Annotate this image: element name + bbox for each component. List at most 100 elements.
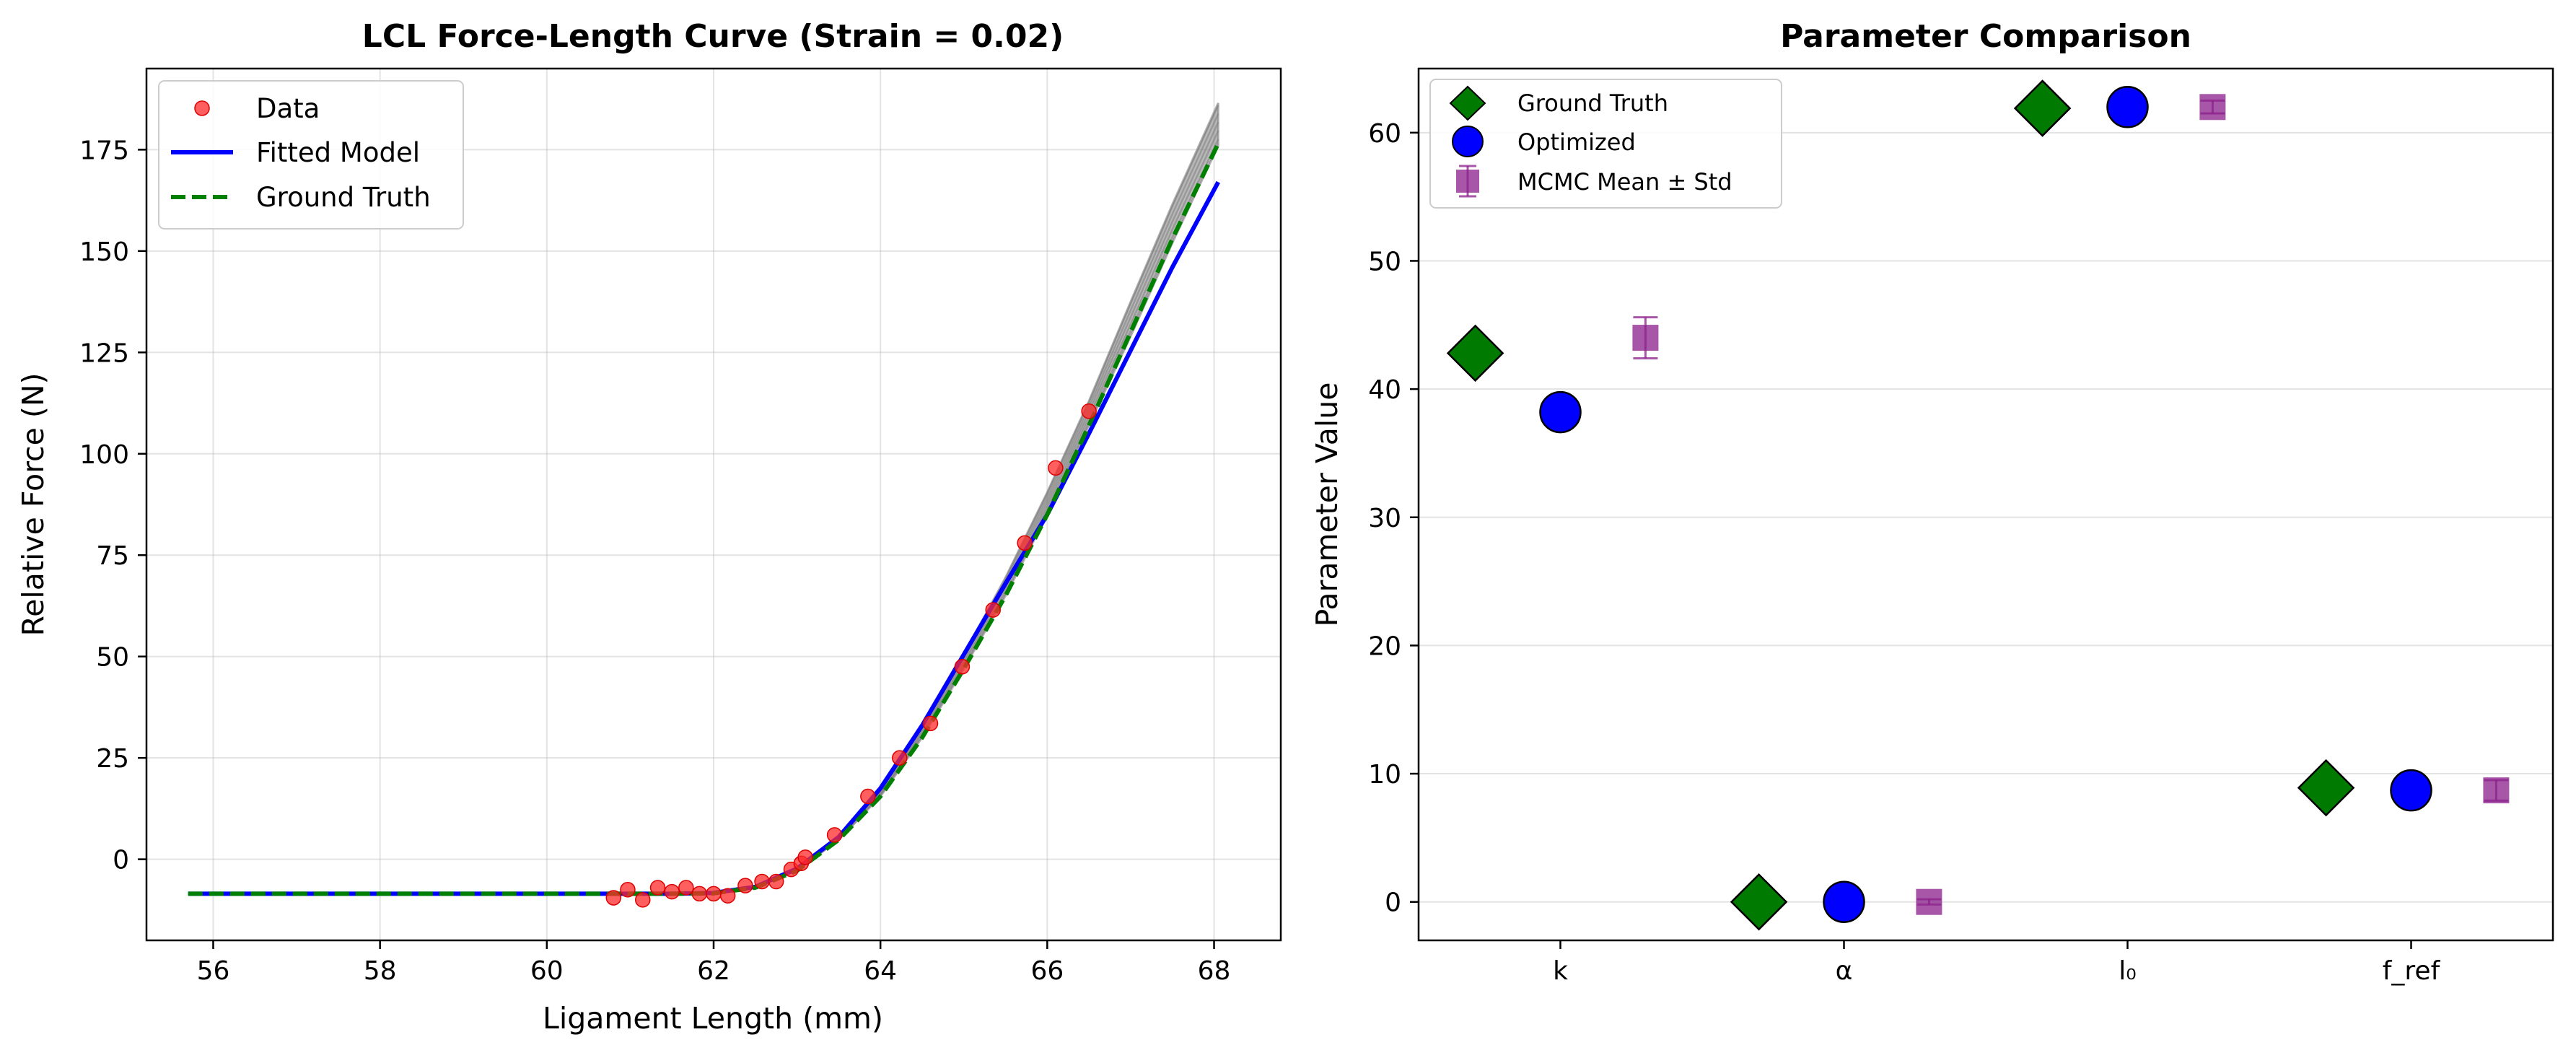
data-point xyxy=(635,892,651,908)
left-chart-title: LCL Force-Length Curve (Strain = 0.02) xyxy=(362,18,1064,55)
legend-diamond-marker xyxy=(1449,85,1486,121)
left-y-ticks: 0 25 50 75 100 125 150 175 xyxy=(79,136,146,875)
mcmc-square xyxy=(1916,888,1942,915)
data-point xyxy=(797,849,813,865)
data-point xyxy=(1017,535,1033,551)
x-tick-label: 68 xyxy=(1198,956,1231,986)
y-tick-label: 0 xyxy=(113,846,129,875)
data-point xyxy=(754,873,770,890)
data-point xyxy=(691,886,708,902)
left-legend-box xyxy=(158,80,464,229)
data-point xyxy=(892,750,908,766)
legend-optimized-label: Optimized xyxy=(1517,128,1636,156)
data-point xyxy=(1081,403,1097,419)
optimized-marker xyxy=(1823,880,1865,923)
y-tick-label: 125 xyxy=(79,338,129,368)
data-point xyxy=(860,788,876,805)
data-point xyxy=(706,886,722,902)
left-y-axis-label: Relative Force (N) xyxy=(16,373,51,637)
legend-mcmc-label: MCMC Mean ± Std xyxy=(1517,168,1732,196)
optimized-marker xyxy=(2106,86,2149,128)
mcmc-sample-line xyxy=(188,139,1219,895)
y-tick-label: 150 xyxy=(79,237,129,267)
x-tick-label: 60 xyxy=(530,956,564,986)
x-tick-label: f_ref xyxy=(2383,956,2441,986)
data-point xyxy=(737,878,753,893)
mcmc-marker xyxy=(2199,94,2226,121)
right-chart: Parameter Comparison k α l₀ f_ref 0 10 20 30 40… xyxy=(1310,18,2554,986)
ground-truth-marker xyxy=(2013,79,2072,137)
fitted-model-line xyxy=(188,180,1220,896)
mcmc-sample-line xyxy=(188,121,1219,895)
right-gridlines xyxy=(1419,131,2553,903)
data-point xyxy=(922,715,939,732)
y-tick-label: 20 xyxy=(1368,631,1401,661)
legend-circle-marker xyxy=(1452,126,1484,157)
left-series-lines xyxy=(188,142,1221,896)
y-tick-label: 60 xyxy=(1368,119,1401,149)
mcmc-marker xyxy=(2483,777,2510,804)
data-point xyxy=(954,658,971,675)
mcmc-marker xyxy=(1632,316,1659,359)
mcmc-sample-line xyxy=(188,113,1219,895)
right-y-ticks: 0 10 20 30 40 50 60 xyxy=(1368,119,1419,918)
y-tick-label: 40 xyxy=(1368,375,1401,405)
y-tick-label: 0 xyxy=(1385,888,1401,918)
x-tick-label: l₀ xyxy=(2119,956,2136,986)
y-tick-label: 175 xyxy=(79,136,129,165)
ground-truth-line xyxy=(188,142,1221,896)
parameter-markers xyxy=(1446,79,2510,931)
legend-fitted-label: Fitted Model xyxy=(256,137,420,168)
ground-truth-marker xyxy=(1446,324,1504,382)
data-point xyxy=(649,880,666,896)
y-tick-label: 10 xyxy=(1368,760,1401,790)
left-x-axis-label: Ligament Length (mm) xyxy=(543,1001,883,1036)
right-chart-title: Parameter Comparison xyxy=(1780,18,2191,55)
data-point xyxy=(678,880,694,896)
x-tick-label: α xyxy=(1836,956,1853,986)
data-points xyxy=(605,403,1097,908)
mcmc-square xyxy=(2483,777,2510,804)
data-point xyxy=(768,873,784,890)
legend-ground-truth-label: Ground Truth xyxy=(256,182,431,213)
x-tick-label: k xyxy=(1553,956,1568,986)
x-tick-label: 62 xyxy=(697,956,730,986)
data-point xyxy=(826,827,843,843)
legend-gt-label: Ground Truth xyxy=(1517,89,1668,117)
x-tick-label: 66 xyxy=(1030,956,1064,986)
ground-truth-marker xyxy=(2297,758,2355,817)
right-x-ticks: k α l₀ f_ref xyxy=(1553,940,2441,986)
right-y-axis-label: Parameter Value xyxy=(1310,382,1344,627)
data-point xyxy=(1048,460,1064,476)
mcmc-sample-line xyxy=(188,130,1219,895)
y-tick-label: 100 xyxy=(79,440,129,470)
optimized-marker xyxy=(2390,769,2432,812)
y-tick-label: 30 xyxy=(1368,504,1401,533)
ground-truth-marker xyxy=(1730,873,1788,931)
right-legend: Ground Truth Optimized MCMC Mean ± Std xyxy=(1429,79,1782,209)
left-chart: LCL Force-Length Curve (Strain = 0.02) 5… xyxy=(16,18,1282,1036)
data-point xyxy=(605,890,622,906)
legend-errorbar-marker xyxy=(1456,165,1479,198)
right-legend-box xyxy=(1429,79,1782,209)
left-x-ticks: 56 58 60 62 64 66 68 xyxy=(197,940,1231,986)
optimized-marker xyxy=(1539,390,1582,434)
x-tick-label: 56 xyxy=(197,956,230,986)
y-tick-label: 50 xyxy=(1368,247,1401,276)
legend-data-marker xyxy=(194,100,210,116)
mcmc-marker xyxy=(1916,888,1942,915)
x-tick-label: 64 xyxy=(864,956,897,986)
y-tick-label: 50 xyxy=(96,643,129,673)
y-tick-label: 25 xyxy=(96,744,129,774)
x-tick-label: 58 xyxy=(364,956,397,986)
data-point xyxy=(620,882,636,898)
data-point xyxy=(664,883,680,900)
y-tick-label: 75 xyxy=(96,541,129,571)
right-plot-frame xyxy=(1417,67,2554,942)
mcmc-square xyxy=(1632,325,1659,351)
data-point xyxy=(719,888,736,904)
legend-data-label: Data xyxy=(256,93,320,124)
data-point xyxy=(985,602,1001,618)
mcmc-square xyxy=(2199,94,2226,121)
